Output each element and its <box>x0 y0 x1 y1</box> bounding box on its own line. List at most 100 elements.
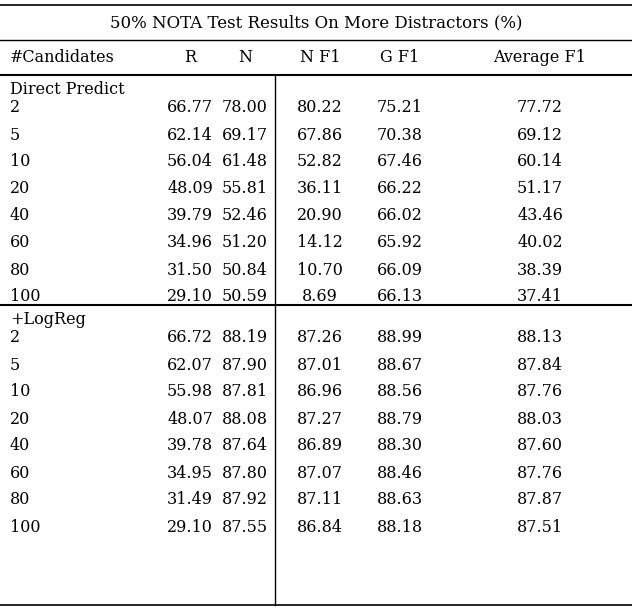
Text: 87.51: 87.51 <box>517 518 563 536</box>
Text: 86.96: 86.96 <box>297 384 343 401</box>
Text: N: N <box>238 49 252 66</box>
Text: 62.14: 62.14 <box>167 126 213 143</box>
Text: 14.12: 14.12 <box>297 234 343 251</box>
Text: 88.46: 88.46 <box>377 464 423 481</box>
Text: 66.72: 66.72 <box>167 329 213 346</box>
Text: 87.84: 87.84 <box>517 356 563 373</box>
Text: 66.77: 66.77 <box>167 99 213 117</box>
Text: 48.07: 48.07 <box>167 411 213 428</box>
Text: 86.89: 86.89 <box>297 437 343 454</box>
Text: 66.02: 66.02 <box>377 207 423 224</box>
Text: 2: 2 <box>10 329 20 346</box>
Text: 60: 60 <box>10 234 30 251</box>
Text: 55.81: 55.81 <box>222 181 268 198</box>
Text: 78.00: 78.00 <box>222 99 268 117</box>
Text: 60: 60 <box>10 464 30 481</box>
Text: 34.96: 34.96 <box>167 234 213 251</box>
Text: 86.84: 86.84 <box>297 518 343 536</box>
Text: 65.92: 65.92 <box>377 234 423 251</box>
Text: 87.27: 87.27 <box>297 411 343 428</box>
Text: 80: 80 <box>10 492 30 509</box>
Text: Direct Predict: Direct Predict <box>10 81 125 98</box>
Text: 87.76: 87.76 <box>517 384 563 401</box>
Text: 48.09: 48.09 <box>167 181 213 198</box>
Text: 40.02: 40.02 <box>517 234 563 251</box>
Text: 40: 40 <box>10 437 30 454</box>
Text: 31.50: 31.50 <box>167 262 213 279</box>
Text: 87.80: 87.80 <box>222 464 268 481</box>
Text: 29.10: 29.10 <box>167 518 213 536</box>
Text: #Candidates: #Candidates <box>10 49 115 66</box>
Text: 100: 100 <box>10 289 40 306</box>
Text: 51.20: 51.20 <box>222 234 268 251</box>
Text: 87.01: 87.01 <box>297 356 343 373</box>
Text: 34.95: 34.95 <box>167 464 213 481</box>
Text: 52.46: 52.46 <box>222 207 268 224</box>
Text: 88.99: 88.99 <box>377 329 423 346</box>
Text: 70.38: 70.38 <box>377 126 423 143</box>
Text: 87.81: 87.81 <box>222 384 268 401</box>
Text: 50.84: 50.84 <box>222 262 268 279</box>
Text: 39.79: 39.79 <box>167 207 213 224</box>
Text: 88.30: 88.30 <box>377 437 423 454</box>
Text: 20: 20 <box>10 181 30 198</box>
Text: 87.64: 87.64 <box>222 437 268 454</box>
Text: 88.03: 88.03 <box>517 411 563 428</box>
Text: 60.14: 60.14 <box>517 154 563 171</box>
Text: 20: 20 <box>10 411 30 428</box>
Text: 50.59: 50.59 <box>222 289 268 306</box>
Text: 67.86: 67.86 <box>297 126 343 143</box>
Text: 67.46: 67.46 <box>377 154 423 171</box>
Text: 88.67: 88.67 <box>377 356 423 373</box>
Text: 87.26: 87.26 <box>297 329 343 346</box>
Text: 56.04: 56.04 <box>167 154 213 171</box>
Text: 20.90: 20.90 <box>297 207 343 224</box>
Text: 88.08: 88.08 <box>222 411 268 428</box>
Text: 2: 2 <box>10 99 20 117</box>
Text: 87.55: 87.55 <box>222 518 268 536</box>
Text: 10: 10 <box>10 384 30 401</box>
Text: 88.63: 88.63 <box>377 492 423 509</box>
Text: 88.79: 88.79 <box>377 411 423 428</box>
Text: 80.22: 80.22 <box>297 99 343 117</box>
Text: 8.69: 8.69 <box>302 289 338 306</box>
Text: 88.56: 88.56 <box>377 384 423 401</box>
Text: 10: 10 <box>10 154 30 171</box>
Text: 10.70: 10.70 <box>297 262 343 279</box>
Text: 87.11: 87.11 <box>297 492 343 509</box>
Text: 88.13: 88.13 <box>517 329 563 346</box>
Text: 66.09: 66.09 <box>377 262 423 279</box>
Text: 51.17: 51.17 <box>517 181 563 198</box>
Text: 43.46: 43.46 <box>517 207 563 224</box>
Text: 38.39: 38.39 <box>517 262 563 279</box>
Text: 75.21: 75.21 <box>377 99 423 117</box>
Text: 5: 5 <box>10 356 20 373</box>
Text: R: R <box>184 49 196 66</box>
Text: 66.13: 66.13 <box>377 289 423 306</box>
Text: 87.87: 87.87 <box>517 492 563 509</box>
Text: 50% NOTA Test Results On More Distractors (%): 50% NOTA Test Results On More Distractor… <box>110 14 522 31</box>
Text: 29.10: 29.10 <box>167 289 213 306</box>
Text: 80: 80 <box>10 262 30 279</box>
Text: 62.07: 62.07 <box>167 356 213 373</box>
Text: N F1: N F1 <box>300 49 340 66</box>
Text: 88.19: 88.19 <box>222 329 268 346</box>
Text: 66.22: 66.22 <box>377 181 423 198</box>
Text: 37.41: 37.41 <box>517 289 563 306</box>
Text: 36.11: 36.11 <box>297 181 343 198</box>
Text: 87.92: 87.92 <box>222 492 268 509</box>
Text: 55.98: 55.98 <box>167 384 213 401</box>
Text: 61.48: 61.48 <box>222 154 268 171</box>
Text: 100: 100 <box>10 518 40 536</box>
Text: +LogReg: +LogReg <box>10 312 86 329</box>
Text: 39.78: 39.78 <box>167 437 213 454</box>
Text: 69.12: 69.12 <box>517 126 563 143</box>
Text: 69.17: 69.17 <box>222 126 268 143</box>
Text: Average F1: Average F1 <box>494 49 586 66</box>
Text: 5: 5 <box>10 126 20 143</box>
Text: G F1: G F1 <box>380 49 420 66</box>
Text: 77.72: 77.72 <box>517 99 563 117</box>
Text: 87.07: 87.07 <box>297 464 343 481</box>
Text: 31.49: 31.49 <box>167 492 213 509</box>
Text: 87.76: 87.76 <box>517 464 563 481</box>
